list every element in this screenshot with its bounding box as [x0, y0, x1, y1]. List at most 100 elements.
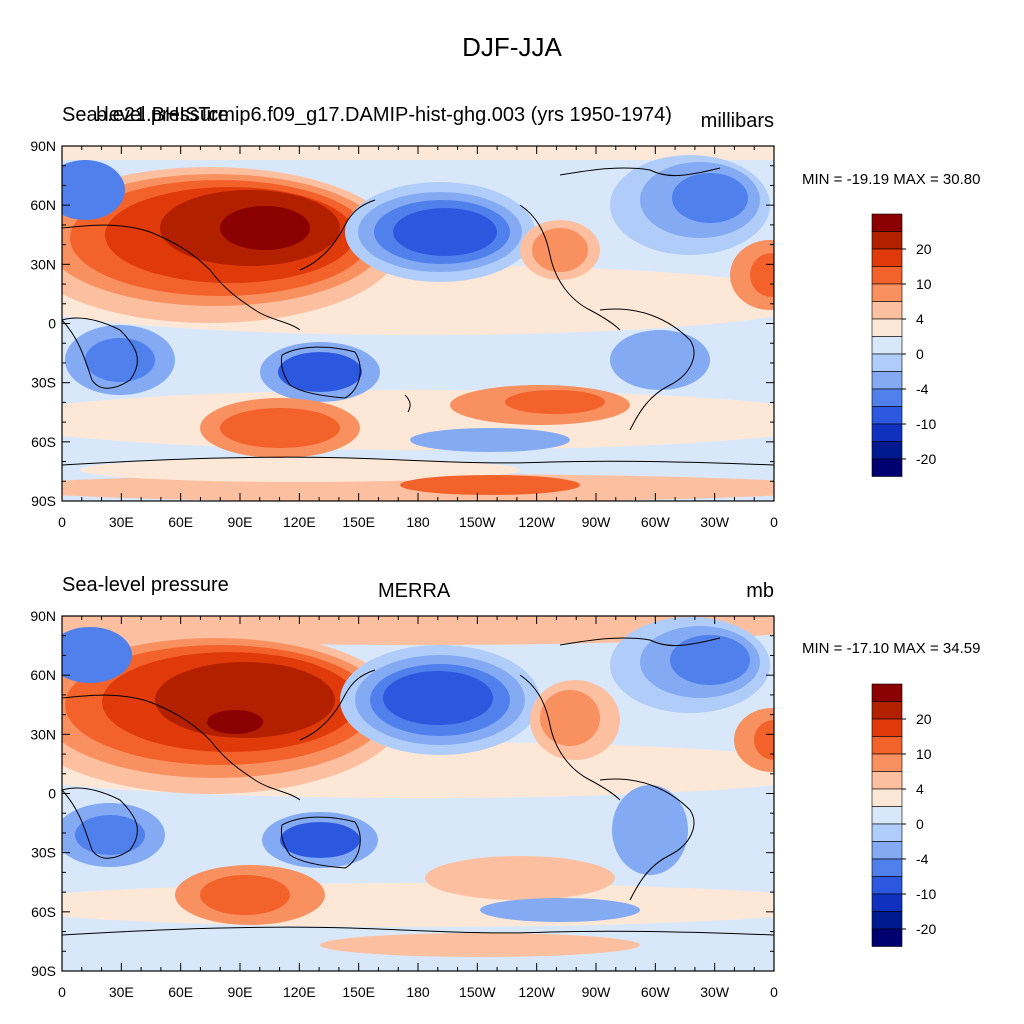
panel1-colorbar-box	[871, 301, 903, 320]
panel1-colorbar-box	[871, 231, 903, 250]
panel2-lat-label: 0	[48, 786, 56, 802]
panel1-lon-label: 60E	[168, 514, 193, 530]
panel2-colorbar-box	[871, 893, 903, 912]
panel2-colorbar-box	[871, 753, 903, 772]
panel1-lat-label: 0	[48, 316, 56, 332]
panel2-lat-label: 60S	[31, 904, 56, 920]
panel1-colorbar-label: 4	[916, 311, 924, 327]
panel2-lon-label: 150E	[342, 984, 375, 1000]
panel1-case-label: b.e21.BHISTcmip6.f09_g17.DAMIP-hist-ghg.…	[96, 104, 672, 126]
panel1-colorbar: 20 10 4 0 -4 -10 -20	[871, 213, 936, 477]
panel1-lon-label: 90E	[228, 514, 253, 530]
panel1-colorbar-box	[871, 336, 903, 355]
panel1-colorbar-box	[871, 441, 903, 460]
panel1-lat-label: 90S	[31, 493, 56, 509]
panel1-colorbar-box	[871, 266, 903, 285]
panel2-colorbar-label: -10	[916, 886, 936, 902]
panel2-lon-label: 150W	[459, 984, 496, 1000]
panel1-units-label: millibars	[700, 110, 774, 132]
panel1-colorbar-label: -20	[916, 451, 936, 467]
panel2-lon-label: 60W	[641, 984, 671, 1000]
panel1-colorbar-box	[871, 283, 903, 302]
panel2-lon-label: 60E	[168, 984, 193, 1000]
panel2-map	[62, 616, 774, 971]
panel1-colorbar-box	[871, 406, 903, 425]
panel2-lon-label: 90E	[228, 984, 253, 1000]
panel1-variable-label: Sea-level pressure	[62, 104, 229, 126]
panel1-colorbar-label: 10	[916, 276, 932, 292]
panel2-lat-label: 30S	[31, 845, 56, 861]
panel1-colorbar-box	[871, 248, 903, 267]
panel2-units-label: mb	[746, 580, 774, 602]
panel1-colorbar-box	[871, 388, 903, 407]
panel2-colorbar-box	[871, 683, 903, 702]
panel1-lon-label: 60W	[641, 514, 671, 530]
panel1-lat-label: 90N	[30, 138, 56, 154]
panel1-colorbar-label: -4	[916, 381, 929, 397]
figure-title: DJF-JJA	[462, 32, 562, 62]
panel2-variable-label: Sea-level pressure	[62, 574, 229, 596]
panel2-colorbar-box	[871, 911, 903, 930]
panel2-colorbar: 20 10 4 0 -4 -10 -20	[871, 683, 936, 947]
panel1-lon-label: 120W	[518, 514, 555, 530]
panel1-lon-label: 0	[58, 514, 66, 530]
panel2-colorbar-box	[871, 876, 903, 895]
panel2-lat-label: 60N	[30, 667, 56, 683]
panel2-lon-label: 90W	[582, 984, 612, 1000]
panel2-minmax: MIN = -17.10 MAX = 34.59	[802, 640, 981, 657]
panel2-colorbar-label: 20	[916, 711, 932, 727]
panel1-lat-label: 60S	[31, 434, 56, 450]
panel2-lon-label: 0	[770, 984, 778, 1000]
panel2-colorbar-label: 0	[916, 816, 924, 832]
panel1-lon-label: 180	[406, 514, 430, 530]
panel2-lon-label: 0	[58, 984, 66, 1000]
panel1-colorbar-box	[871, 423, 903, 442]
panel2-lon-label: 120E	[283, 984, 316, 1000]
panel1-lat-label: 30S	[31, 375, 56, 391]
panel2-lon-label: 120W	[518, 984, 555, 1000]
panel2-lat-label: 90S	[31, 963, 56, 979]
panel1-lon-label: 150E	[342, 514, 375, 530]
panel2-colorbar-box	[871, 928, 903, 947]
panel1-colorbar-label: 0	[916, 346, 924, 362]
panel2-colorbar-box	[871, 718, 903, 737]
panel1-lon-label: 0	[770, 514, 778, 530]
panel2-colorbar-label: -20	[916, 921, 936, 937]
panel1-colorbar-box	[871, 213, 903, 232]
panel1-lon-label: 30E	[109, 514, 134, 530]
panel1-colorbar-box	[871, 318, 903, 337]
panel2-lon-label: 30E	[109, 984, 134, 1000]
panel2-colorbar-label: 4	[916, 781, 924, 797]
panel1-colorbar-box	[871, 371, 903, 390]
panel2-colorbar-box	[871, 823, 903, 842]
panel1-lon-label: 90W	[582, 514, 612, 530]
panel2-colorbar-label: -4	[916, 851, 929, 867]
panel2-colorbar-box	[871, 771, 903, 790]
panel1-lon-label: 30W	[700, 514, 730, 530]
panel2-lat-label: 30N	[30, 726, 56, 742]
panel2-lat-label: 90N	[30, 608, 56, 624]
panel2-colorbar-box	[871, 788, 903, 807]
panel1-lat-label: 60N	[30, 197, 56, 213]
panel2-colorbar-box	[871, 736, 903, 755]
panel2-case-label: MERRA	[378, 580, 451, 602]
panel1-colorbar-box	[871, 458, 903, 477]
panel1-lon-label: 150W	[459, 514, 496, 530]
panel1-minmax: MIN = -19.19 MAX = 30.80	[802, 171, 981, 188]
panel2-colorbar-box	[871, 858, 903, 877]
panel1-colorbar-label: -10	[916, 416, 936, 432]
panel2-colorbar-box	[871, 806, 903, 825]
panel1-map	[62, 146, 774, 501]
panel2-colorbar-label: 10	[916, 746, 932, 762]
panel2-lon-label: 30W	[700, 984, 730, 1000]
panel1-lon-label: 120E	[283, 514, 316, 530]
panel1-colorbar-box	[871, 353, 903, 372]
panel2-lon-label: 180	[406, 984, 430, 1000]
panel2-colorbar-box	[871, 841, 903, 860]
panel1-lat-label: 30N	[30, 256, 56, 272]
panel2-colorbar-box	[871, 701, 903, 720]
panel1-colorbar-label: 20	[916, 241, 932, 257]
